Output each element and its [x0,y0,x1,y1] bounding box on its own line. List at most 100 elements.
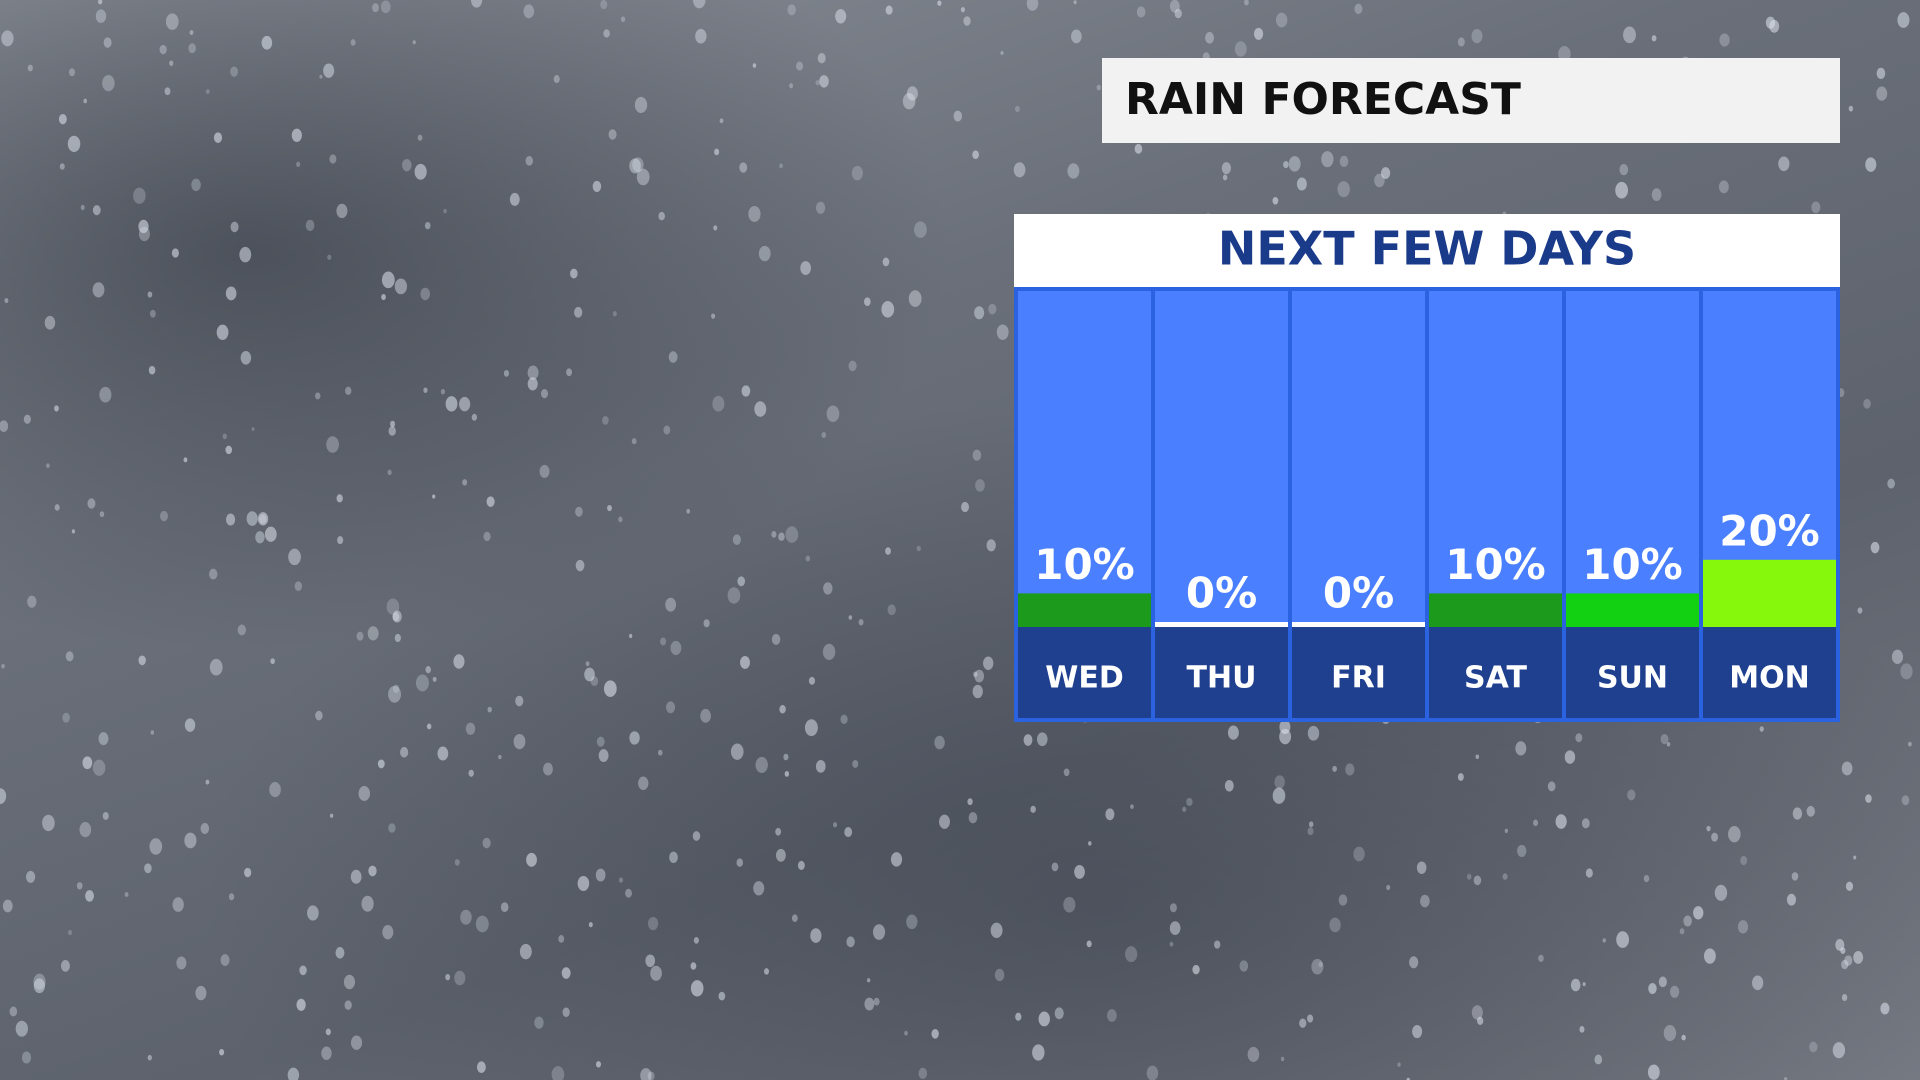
raindrop [1517,844,1527,858]
raindrop [171,248,179,258]
raindrop [771,633,781,645]
raindrop [629,633,633,639]
raindrop [372,3,379,13]
raindrop [1594,1054,1603,1065]
raindrop [657,749,663,756]
raindrop [471,413,478,421]
raindrop [916,545,921,552]
raindrop [83,98,88,104]
raindrop [753,881,765,896]
raindrop [1663,1025,1677,1042]
raindrop [1275,12,1288,28]
raindrop [1900,663,1913,680]
raindrop [102,74,115,92]
raindrop [714,148,720,156]
raindrop [918,1067,928,1079]
raindrop [1714,884,1728,901]
raindrop [465,722,476,735]
bar [1429,593,1562,627]
raindrop [1908,741,1912,747]
raindrop [259,514,267,524]
raindrop [350,869,362,884]
raindrop [176,956,187,970]
raindrop [392,610,402,623]
raindrop [225,445,233,455]
raindrop [1786,893,1797,906]
raindrop [1354,3,1363,15]
raindrop [358,786,371,801]
raindrop [1841,993,1848,1001]
raindrop [703,619,710,628]
raindrop [1515,741,1527,756]
raindrop [1169,0,1180,13]
raindrop [1247,1046,1260,1063]
raindrop [534,1016,544,1029]
raindrop [527,365,539,380]
raindrop [1174,8,1182,19]
raindrop [1901,795,1910,806]
raindrop [1169,903,1177,913]
raindrop [454,859,460,866]
raindrop [1000,51,1004,55]
raindrop [1806,805,1815,817]
raindrop [908,290,922,307]
raindrop [453,654,465,669]
raindrop [99,386,112,403]
raindrop [574,306,583,318]
subtitle-box [1014,214,1840,287]
raindrop [797,860,805,870]
raindrop [1214,940,1221,949]
raindrop [288,548,301,566]
raindrop [848,360,857,372]
raindrop [261,35,273,50]
raindrop [509,192,520,206]
raindrop [986,539,996,552]
raindrop [994,968,1005,982]
raindrop [758,245,771,262]
raindrop [1192,964,1200,975]
raindrop [960,6,965,13]
raindrop [1581,818,1590,829]
raindrop [1693,906,1704,920]
raindrop [513,733,526,750]
raindrop [1555,814,1567,829]
raindrop [718,991,726,1001]
raindrop [1759,726,1764,732]
raindrop [881,301,895,318]
raindrop [394,278,407,295]
raindrop [381,271,395,289]
raindrop [690,962,697,970]
raindrop [503,370,510,377]
raindrop [882,257,890,267]
chart-subtitle: NEXT FEW DAYS [1218,222,1636,276]
raindrop [23,414,31,424]
column [1429,291,1562,627]
raindrop [65,651,74,662]
raindrop [1706,825,1711,832]
raindrop [779,163,783,169]
raindrop [209,568,218,580]
raindrop [1865,794,1872,803]
raindrop [844,826,853,838]
raindrop [1792,807,1803,820]
raindrop [388,685,402,703]
raindrop [44,315,56,330]
raindrop [1307,725,1320,741]
raindrop [1564,750,1576,764]
raindrop [660,637,667,646]
raindrop [632,157,644,173]
raindrop [1272,787,1286,804]
raindrop [719,118,724,124]
raindrop [686,508,691,514]
raindrop [95,9,107,23]
raindrop [459,396,471,412]
raindrop [59,163,65,170]
raindrop [60,959,70,972]
raindrop [784,771,790,777]
raindrop [1146,1065,1159,1080]
raindrop [432,676,437,682]
raindrop [33,978,46,994]
raindrop [327,254,332,260]
raindrop [1067,163,1080,179]
